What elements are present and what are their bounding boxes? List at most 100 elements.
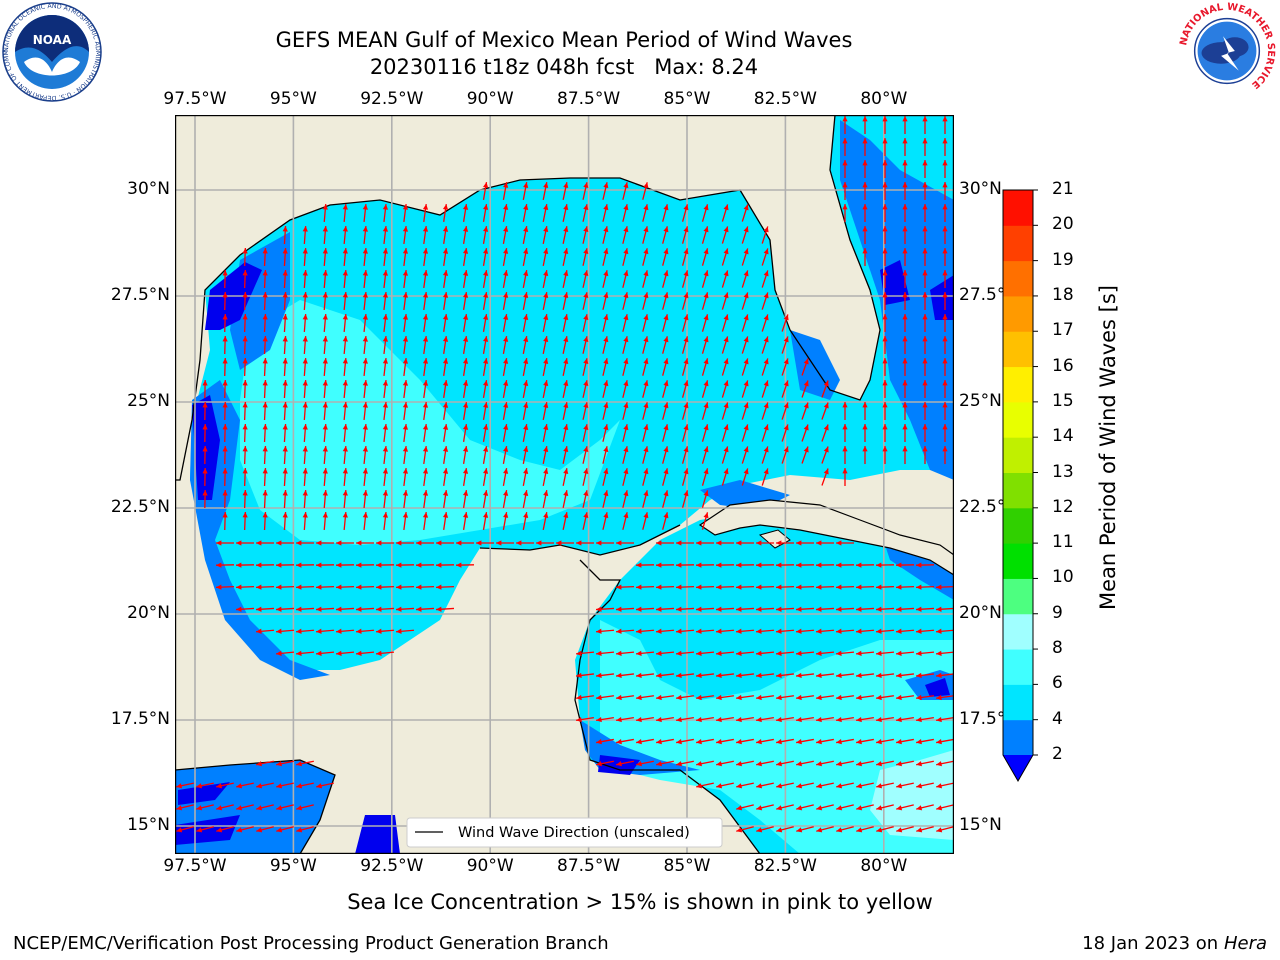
- wind-wave-arrowhead: [583, 512, 589, 519]
- colorbar-tick-label: 2: [1052, 744, 1063, 764]
- wind-wave-arrowhead: [583, 182, 589, 189]
- wind-wave-arrowhead: [856, 783, 863, 789]
- wind-wave-arrowhead: [616, 584, 622, 590]
- wind-wave-arrowhead: [676, 672, 682, 679]
- wind-wave-arrowhead: [336, 540, 342, 546]
- wind-wave-arrowhead: [382, 380, 389, 386]
- wind-wave-arrowhead: [683, 446, 689, 453]
- wind-wave-arrowhead: [882, 270, 888, 276]
- wind-wave-arrowhead: [536, 540, 542, 546]
- wind-wave-arrowhead: [856, 716, 862, 723]
- wind-wave-arrowhead: [603, 314, 609, 321]
- wind-wave-arrowhead: [523, 336, 529, 342]
- wind-wave-arrowhead: [876, 694, 882, 701]
- wind-wave-arrowhead: [716, 672, 722, 679]
- wind-wave-arrowhead: [216, 562, 222, 568]
- wind-wave-arrowhead: [322, 314, 328, 320]
- wind-wave-arrowhead: [896, 606, 902, 612]
- wind-wave-arrowhead: [756, 739, 762, 745]
- wind-wave-arrowhead: [623, 446, 629, 453]
- wind-wave-arrowhead: [362, 270, 368, 276]
- wind-wave-arrowhead: [422, 292, 429, 298]
- wind-wave-arrowhead: [503, 512, 509, 518]
- wind-wave-arrowhead: [523, 182, 529, 188]
- wind-wave-arrowhead: [862, 248, 868, 254]
- wind-wave-arrowhead: [876, 628, 882, 634]
- wind-wave-arrowhead: [583, 292, 589, 299]
- period-lt2-patch: [192, 395, 220, 500]
- wind-wave-arrowhead: [896, 716, 902, 723]
- wind-wave-arrowhead: [736, 562, 742, 568]
- wind-wave-arrowhead: [876, 606, 882, 612]
- wind-wave-arrowhead: [583, 270, 589, 277]
- period-lt2-patch: [178, 782, 230, 805]
- wind-wave-arrowhead: [703, 226, 709, 233]
- wind-wave-arrowhead: [676, 739, 682, 745]
- wind-wave-arrowhead: [523, 446, 529, 452]
- wind-wave-arrowhead: [902, 336, 908, 342]
- wind-wave-arrowhead: [516, 540, 522, 546]
- wind-wave-arrowhead: [296, 606, 302, 612]
- wind-wave-arrowhead: [462, 380, 469, 386]
- wind-wave-arrowhead: [483, 182, 489, 188]
- wind-wave-arrowhead: [936, 783, 943, 789]
- colorbar-segment: [1003, 719, 1033, 756]
- wind-wave-arrowhead: [342, 424, 348, 430]
- wind-wave-arrowhead: [576, 540, 582, 546]
- wind-wave-arrowhead: [936, 827, 943, 833]
- wind-wave-arrowhead: [416, 606, 422, 612]
- wind-wave-arrowhead: [282, 292, 288, 298]
- colorbar-segment: [1003, 649, 1033, 685]
- wind-wave-arrowhead: [942, 424, 948, 430]
- wind-wave-arrowhead: [696, 650, 702, 656]
- wind-wave-arrowhead: [896, 805, 903, 811]
- wind-wave-arrowhead: [402, 358, 409, 364]
- wind-wave-arrowhead: [282, 336, 288, 342]
- wind-wave-arrowhead: [396, 540, 402, 546]
- wind-wave-arrowhead: [916, 783, 923, 789]
- wind-wave-arrowhead: [402, 468, 409, 474]
- wind-wave-arrowhead: [202, 402, 208, 408]
- wind-wave-arrowhead: [902, 446, 908, 452]
- wind-wave-arrowhead: [816, 628, 822, 634]
- wind-wave-arrowhead: [603, 204, 609, 211]
- wind-wave-arrowhead: [616, 628, 622, 634]
- wind-wave-arrowhead: [376, 562, 382, 568]
- lon-tick-label: 95°W: [269, 89, 317, 109]
- wind-wave-arrowhead: [776, 606, 782, 612]
- wind-wave-arrowhead: [362, 248, 368, 254]
- wind-wave-arrowhead: [796, 562, 802, 568]
- wind-wave-arrowhead: [336, 562, 342, 568]
- wind-wave-arrowhead: [543, 402, 549, 408]
- lon-tick-label: 85°W: [663, 856, 711, 876]
- wind-wave-arrowhead: [222, 336, 228, 342]
- wind-wave-arrowhead: [282, 402, 288, 408]
- wind-wave-arrowhead: [936, 694, 942, 701]
- wind-wave-arrowhead: [796, 650, 802, 656]
- wind-wave-arrowhead: [462, 424, 469, 430]
- map-legend: Wind Wave Direction (unscaled): [406, 817, 723, 848]
- wind-wave-arrowhead: [936, 606, 942, 612]
- wind-wave-arrowhead: [376, 628, 382, 634]
- wind-wave-arrowhead: [922, 446, 928, 452]
- wind-wave-arrowhead: [623, 424, 629, 431]
- wind-wave-arrowhead: [176, 805, 183, 811]
- wind-wave-arrowhead: [302, 314, 308, 320]
- wind-wave-arrowhead: [763, 336, 769, 343]
- colorbar-segment: [1003, 295, 1033, 332]
- wind-wave-arrowhead: [936, 584, 942, 590]
- wind-wave-arrowhead: [322, 336, 328, 342]
- wind-wave-arrowhead: [483, 490, 489, 496]
- wind-wave-arrowhead: [262, 490, 268, 496]
- wind-wave-arrowhead: [836, 694, 842, 701]
- wind-wave-arrowhead: [616, 650, 622, 656]
- wind-wave-arrowhead: [922, 380, 928, 386]
- wind-wave-arrowhead: [676, 694, 682, 701]
- wind-wave-arrowhead: [503, 292, 509, 298]
- wind-wave-arrowhead: [656, 672, 662, 679]
- wind-wave-arrowhead: [763, 248, 769, 255]
- colorbar-tick-label: 10: [1052, 567, 1074, 588]
- wind-wave-arrowhead: [756, 827, 763, 833]
- colorbar-tick-label: 15: [1052, 390, 1074, 411]
- wind-wave-arrowhead: [342, 314, 348, 320]
